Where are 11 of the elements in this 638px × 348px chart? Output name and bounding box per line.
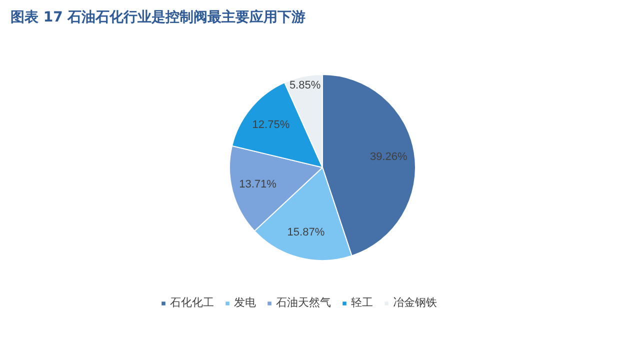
legend-label: 轻工	[351, 296, 373, 310]
data-label: 12.75%	[252, 118, 290, 131]
legend-label: 冶金钢铁	[393, 296, 437, 310]
data-label: 13.71%	[239, 178, 277, 191]
data-label: 39.26%	[370, 150, 408, 163]
legend-label: 石油天然气	[276, 296, 331, 310]
chart-title: 图表 17 石油石化行业是控制阀最主要应用下游	[10, 8, 306, 26]
legend-label: 石化化工	[170, 296, 214, 310]
data-label: 15.87%	[287, 226, 325, 238]
data-label: 5.85%	[289, 80, 321, 92]
legend-label: 发电	[234, 296, 256, 310]
